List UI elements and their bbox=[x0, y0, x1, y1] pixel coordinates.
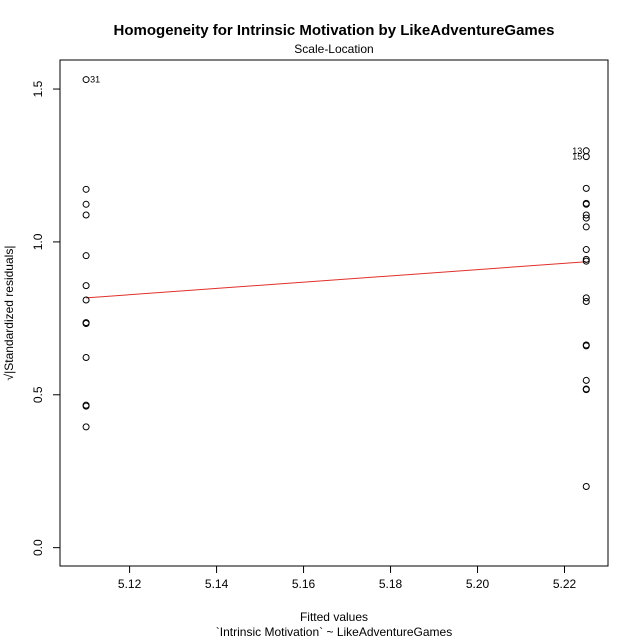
data-point bbox=[582, 223, 590, 231]
chart-title: Homogeneity for Intrinsic Motivation by … bbox=[114, 22, 555, 39]
data-point bbox=[82, 76, 90, 84]
data-point bbox=[82, 252, 90, 260]
x-tick-label: 5.22 bbox=[553, 577, 577, 591]
data-point bbox=[82, 353, 90, 361]
data-point bbox=[82, 282, 90, 290]
y-axis-label: √|Standardized residuals| bbox=[2, 246, 16, 381]
data-point bbox=[582, 200, 590, 208]
x-tick-label: 5.16 bbox=[292, 577, 316, 591]
data-point bbox=[582, 246, 590, 254]
data-point bbox=[82, 211, 90, 219]
y-axis: 0.0 0.5 1.0 1.5 bbox=[31, 80, 60, 556]
points-layer bbox=[82, 76, 590, 491]
x-axis: 5.12 5.14 5.16 5.18 5.20 5.22 bbox=[118, 566, 577, 591]
data-point bbox=[582, 153, 590, 161]
data-point bbox=[582, 386, 590, 394]
point-label: 15 bbox=[572, 152, 582, 162]
point-label: 31 bbox=[90, 75, 100, 85]
x-tick-label: 5.18 bbox=[379, 577, 403, 591]
x-axis-sublabel: `Intrinsic Motivation` ~ LikeAdventureGa… bbox=[216, 625, 452, 639]
data-point bbox=[582, 184, 590, 192]
y-tick-label: 0.5 bbox=[31, 386, 45, 403]
data-point bbox=[582, 342, 590, 350]
point-label: 13 bbox=[572, 146, 582, 156]
data-point bbox=[82, 402, 90, 410]
data-point bbox=[582, 483, 590, 491]
x-tick-label: 5.14 bbox=[205, 577, 229, 591]
smooth-line bbox=[86, 261, 587, 299]
chart-subtitle: Scale-Location bbox=[294, 42, 373, 56]
data-point bbox=[582, 376, 590, 384]
x-axis-label: Fitted values bbox=[300, 610, 368, 624]
data-point bbox=[582, 255, 590, 263]
data-point bbox=[582, 214, 590, 222]
x-tick-label: 5.12 bbox=[118, 577, 142, 591]
y-tick-label: 1.5 bbox=[31, 80, 45, 97]
x-tick-label: 5.20 bbox=[466, 577, 490, 591]
y-tick-label: 0.0 bbox=[31, 539, 45, 556]
data-point bbox=[582, 294, 590, 302]
data-point bbox=[82, 185, 90, 193]
y-tick-label: 1.0 bbox=[31, 233, 45, 250]
data-point bbox=[82, 320, 90, 328]
data-point bbox=[82, 200, 90, 208]
data-point bbox=[582, 211, 590, 219]
data-point bbox=[582, 147, 590, 155]
data-point bbox=[582, 257, 590, 265]
data-point bbox=[82, 296, 90, 304]
data-point bbox=[582, 298, 590, 306]
data-point bbox=[82, 423, 90, 431]
plot-frame bbox=[59, 59, 609, 567]
smooth-line-layer bbox=[86, 261, 587, 299]
